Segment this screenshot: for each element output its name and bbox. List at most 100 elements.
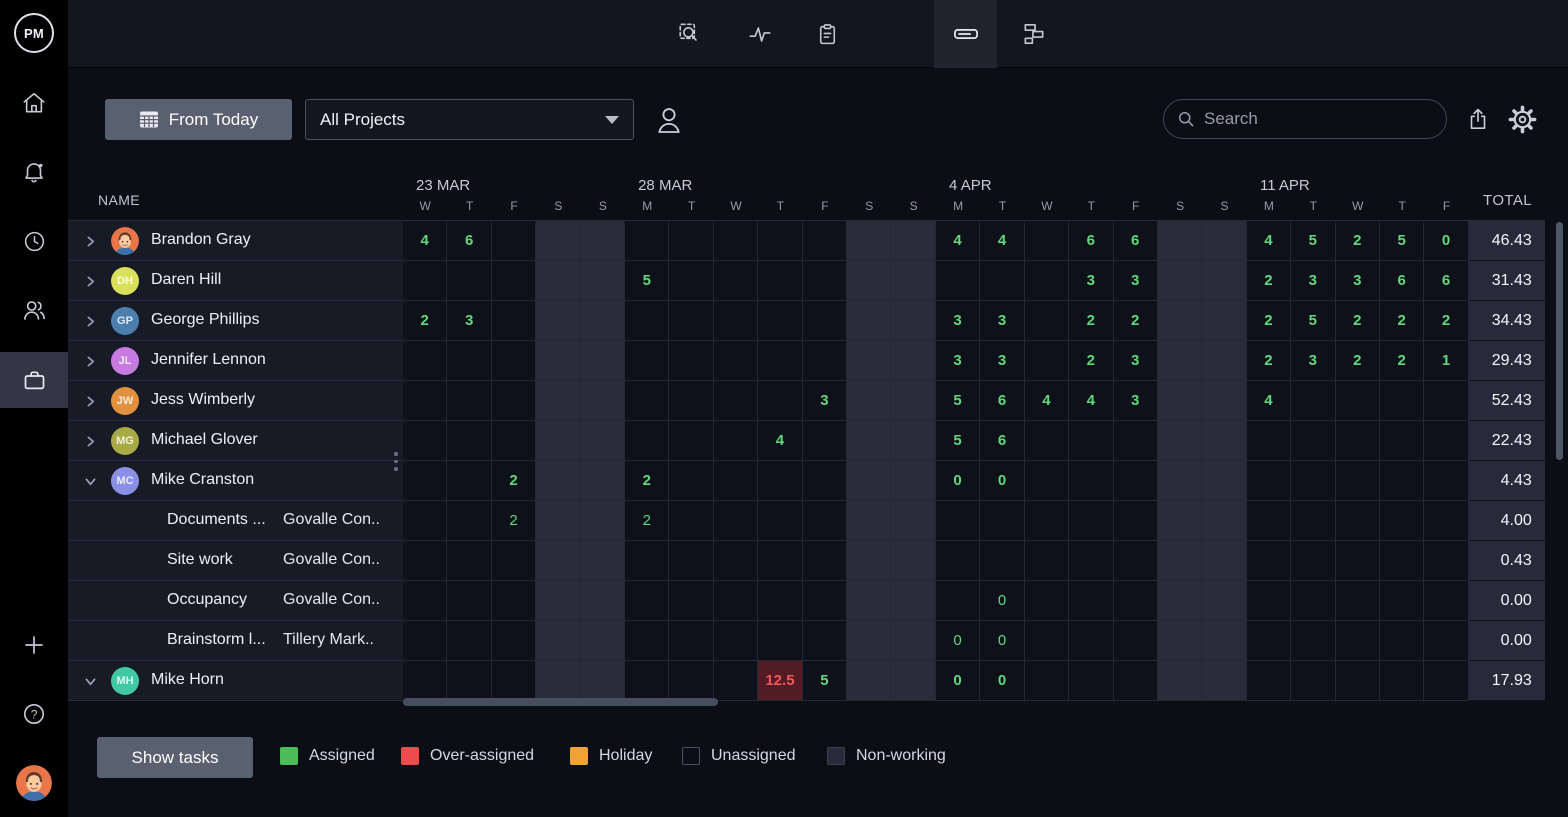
day-cell[interactable]: 0 [936,461,980,501]
day-cell[interactable]: 5 [936,421,980,461]
day-cell[interactable] [625,661,669,701]
day-cell[interactable] [1336,581,1380,621]
day-cell[interactable] [1158,621,1202,661]
day-cell[interactable] [1202,501,1246,541]
day-cell[interactable]: 0 [980,581,1024,621]
day-cell[interactable] [447,621,491,661]
day-cell[interactable]: 3 [1069,261,1113,301]
day-cell[interactable] [492,621,536,661]
day-cell[interactable] [492,301,536,341]
day-cell[interactable]: 4 [1247,221,1291,261]
day-cell[interactable]: 5 [1380,221,1424,261]
day-cell[interactable]: 2 [492,501,536,541]
day-cell[interactable] [447,541,491,581]
day-cell[interactable] [1424,461,1468,501]
day-cell[interactable] [891,381,935,421]
day-cell[interactable] [714,221,758,261]
day-cell[interactable] [1336,541,1380,581]
day-cell[interactable] [891,421,935,461]
day-cell[interactable] [1424,661,1468,701]
show-tasks-button[interactable]: Show tasks [97,737,253,778]
day-cell[interactable] [803,581,847,621]
day-cell[interactable]: 0 [980,461,1024,501]
day-cell[interactable] [625,341,669,381]
day-cell[interactable]: 2 [403,301,447,341]
day-cell[interactable] [758,461,802,501]
search-input[interactable] [1204,109,1404,129]
name-cell[interactable]: Brainstorm l...Tillery Mark.. [68,621,403,661]
day-cell[interactable]: 3 [980,301,1024,341]
overassigned-day-cell[interactable]: 12.5 [758,661,802,701]
person-row[interactable]: DHDaren Hill5332336631.43 [68,261,1545,301]
day-cell[interactable] [1158,661,1202,701]
day-cell[interactable]: 3 [1114,381,1158,421]
day-cell[interactable] [936,501,980,541]
day-cell[interactable]: 6 [980,421,1024,461]
day-cell[interactable] [1291,421,1335,461]
day-cell[interactable] [492,261,536,301]
day-cell[interactable] [1380,541,1424,581]
day-cell[interactable] [758,381,802,421]
portfolio-briefcase-icon[interactable] [0,352,68,408]
day-cell[interactable] [714,301,758,341]
day-cell[interactable]: 2 [1247,261,1291,301]
day-cell[interactable] [403,661,447,701]
day-cell[interactable] [581,621,625,661]
day-cell[interactable] [758,301,802,341]
day-cell[interactable] [1202,461,1246,501]
day-cell[interactable] [536,381,580,421]
day-cell[interactable]: 5 [803,661,847,701]
day-cell[interactable] [758,581,802,621]
day-cell[interactable] [1202,341,1246,381]
day-cell[interactable] [714,541,758,581]
day-cell[interactable] [1202,301,1246,341]
day-cell[interactable] [536,501,580,541]
day-cell[interactable] [1202,581,1246,621]
day-cell[interactable] [847,621,891,661]
workload-tab[interactable] [934,0,997,68]
day-cell[interactable] [980,261,1024,301]
name-cell[interactable]: OccupancyGovalle Con.. [68,581,403,621]
day-cell[interactable]: 0 [936,621,980,661]
day-cell[interactable] [447,261,491,301]
day-cell[interactable]: 2 [1247,301,1291,341]
day-cell[interactable] [581,261,625,301]
day-cell[interactable] [1158,461,1202,501]
day-cell[interactable] [625,581,669,621]
day-cell[interactable] [403,621,447,661]
day-cell[interactable] [669,301,713,341]
day-cell[interactable] [581,221,625,261]
day-cell[interactable] [403,261,447,301]
day-cell[interactable] [758,501,802,541]
day-cell[interactable] [1424,541,1468,581]
day-cell[interactable] [581,501,625,541]
task-row[interactable]: Documents ...Govalle Con..224.00 [68,501,1545,541]
day-cell[interactable] [1025,261,1069,301]
day-cell[interactable] [492,341,536,381]
day-cell[interactable] [803,341,847,381]
day-cell[interactable] [447,381,491,421]
day-cell[interactable] [1158,421,1202,461]
day-cell[interactable] [536,261,580,301]
day-cell[interactable]: 5 [1291,301,1335,341]
day-cell[interactable] [1114,461,1158,501]
day-cell[interactable] [714,421,758,461]
day-cell[interactable] [581,301,625,341]
day-cell[interactable] [714,501,758,541]
day-cell[interactable] [980,501,1024,541]
chevron-right-icon[interactable] [84,275,97,293]
day-cell[interactable] [1025,301,1069,341]
day-cell[interactable] [1025,621,1069,661]
day-cell[interactable]: 4 [1025,381,1069,421]
day-cell[interactable] [669,381,713,421]
person-row[interactable]: MGMichael Glover45622.43 [68,421,1545,461]
day-cell[interactable]: 2 [1114,301,1158,341]
day-cell[interactable] [891,261,935,301]
day-cell[interactable] [1114,501,1158,541]
day-cell[interactable]: 2 [1380,301,1424,341]
day-cell[interactable] [536,661,580,701]
day-cell[interactable] [980,541,1024,581]
day-cell[interactable] [492,541,536,581]
name-cell[interactable]: Brandon Gray [68,221,403,261]
day-cell[interactable]: 3 [936,301,980,341]
